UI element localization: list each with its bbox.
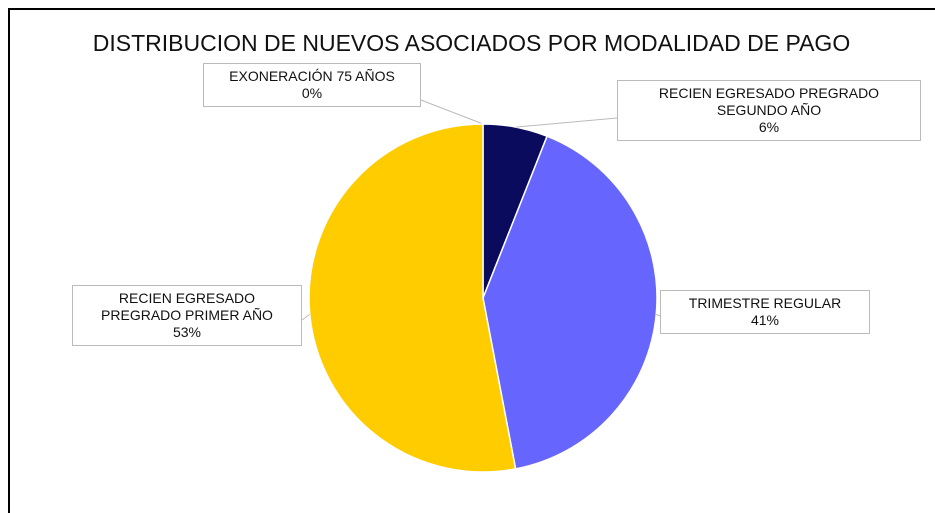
leader-line xyxy=(656,313,661,317)
label-value: 53% xyxy=(172,324,202,340)
label-value: 6% xyxy=(758,119,780,135)
pie-slice xyxy=(308,123,517,473)
leader-line xyxy=(515,117,618,128)
pie-slice xyxy=(482,135,658,470)
data-label: TRIMESTRE REGULAR 41% xyxy=(660,290,870,334)
label-category: TRIMESTRE REGULAR xyxy=(688,295,842,311)
label-category: RECIEN EGRESADO PREGRADO PRIMER AÑO xyxy=(101,290,273,323)
data-label: EXONERACIÓN 75 AÑOS 0% xyxy=(203,63,421,107)
leader-line xyxy=(301,313,311,321)
leader-line xyxy=(420,99,484,125)
label-value: 41% xyxy=(750,312,780,328)
label-value: 0% xyxy=(301,85,323,101)
chart-title: DISTRIBUCION DE NUEVOS ASOCIADOS POR MOD… xyxy=(92,30,851,56)
label-category: EXONERACIÓN 75 AÑOS xyxy=(229,68,395,84)
data-label: RECIEN EGRESADO PREGRADO PRIMER AÑO 53% xyxy=(72,285,302,346)
label-category: RECIEN EGRESADO PREGRADO SEGUNDO AÑO xyxy=(658,85,880,118)
data-label: RECIEN EGRESADO PREGRADO SEGUNDO AÑO 6% xyxy=(617,80,921,141)
